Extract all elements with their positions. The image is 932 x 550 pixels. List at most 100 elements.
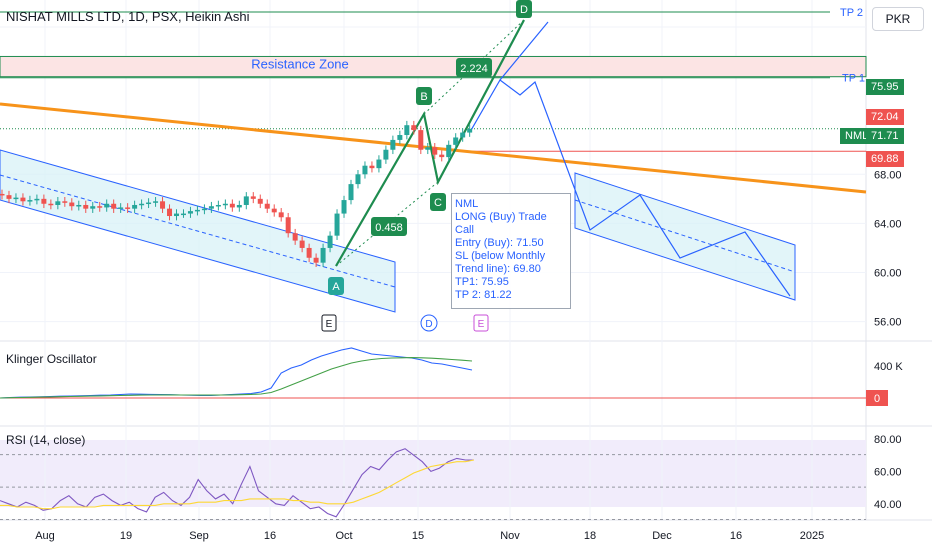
candle-body (341, 200, 347, 214)
candle-body (6, 195, 12, 199)
rsi-ma-line (0, 459, 475, 510)
symbol-tag: NML (840, 128, 874, 144)
candle-body (418, 130, 424, 150)
ratio-label: 0.458 (375, 222, 403, 234)
note-line: LONG (Buy) Trade Call (455, 211, 550, 236)
candle-body (104, 203, 110, 208)
candle-body (229, 203, 235, 208)
candle-body (194, 209, 200, 212)
event-marker (321, 314, 337, 332)
candle-body (222, 203, 228, 206)
rsi-title[interactable]: RSI (14, close) (6, 433, 86, 447)
klinger-zero-label: 0 (874, 393, 880, 405)
currency-button[interactable]: PKR (872, 7, 924, 31)
candle-body (376, 159, 382, 169)
abcd-pattern (335, 19, 525, 267)
candle-body (348, 184, 354, 201)
candle-body (160, 201, 166, 209)
y-tick-label: 68.00 (874, 169, 902, 181)
indicator-lines (0, 347, 475, 518)
y-tick-label: 60.00 (874, 267, 902, 279)
candle-body (383, 149, 389, 160)
candle-body (0, 193, 5, 196)
note-line: TP 2: 81.22 (455, 289, 512, 301)
candle-body (208, 206, 214, 209)
klinger-title[interactable]: Klinger Oscillator (6, 352, 97, 366)
chart-title: NISHAT MILLS LTD, 1D, PSX, Heikin Ashi (6, 9, 250, 24)
projection-path (469, 79, 791, 297)
candle-body (369, 165, 375, 169)
ratio-marker (371, 217, 407, 236)
candle-body (97, 206, 103, 208)
pattern-point-label: A (332, 281, 340, 293)
ratio-marker (456, 58, 492, 77)
tp1-label: TP 1 (842, 73, 865, 85)
last-price-tag: 71.71 (866, 128, 904, 144)
x-tick-label: 19 (120, 530, 132, 542)
candle-body (146, 202, 152, 205)
note-line: TP1: 75.95 (455, 276, 509, 288)
candle-body (257, 198, 263, 204)
event-label: D (425, 319, 432, 330)
candle-body (397, 135, 403, 140)
candle-body (327, 235, 333, 248)
note-line: Entry (Buy): 71.50 (455, 237, 544, 249)
candle-body (41, 198, 47, 204)
candles (0, 120, 473, 267)
note-line: SL (below Monthly Trend line): 69.80 (455, 250, 548, 275)
candle-body (174, 213, 179, 217)
candle-body (13, 197, 19, 200)
candle-body (439, 154, 445, 158)
candle-body (362, 165, 368, 175)
candle-body (292, 233, 298, 241)
y-tick-label: 56.00 (874, 317, 902, 329)
pattern-point-label: C (434, 197, 442, 209)
ratio-label: 2.224 (460, 63, 488, 75)
candle-body (313, 257, 319, 263)
candle-body (432, 147, 438, 155)
candle-body (48, 203, 54, 206)
candle-body (467, 128, 473, 133)
candle-body (27, 200, 33, 202)
x-tick-label: Dec (652, 530, 672, 542)
high-price-tag: 72.04 (866, 109, 904, 125)
pattern-point-marker (516, 0, 532, 18)
x-tick-label: 16 (264, 530, 276, 542)
candle-body (404, 125, 410, 136)
candle-body (306, 247, 312, 258)
candle-body (111, 203, 117, 209)
tp2-label: TP 2 (840, 7, 863, 19)
y-tick-label: 64.00 (874, 218, 902, 230)
x-tick-label: 16 (730, 530, 742, 542)
projection-path (499, 21, 549, 81)
candle-body (153, 201, 159, 203)
candle-body (320, 247, 326, 263)
x-tick-label: Aug (35, 530, 55, 542)
candle-body (453, 137, 459, 145)
rsi-line (0, 448, 474, 518)
candle-body (62, 201, 68, 203)
candle-body (55, 201, 61, 205)
x-tick-label: Nov (500, 530, 520, 542)
resistance-zone-label: Resistance Zone (251, 56, 349, 71)
event-marker (473, 314, 489, 332)
pattern-point-label: B (420, 91, 427, 103)
trade-note: NML LONG (Buy) Trade Call Entry (Buy): 7… (451, 193, 571, 309)
rsi-band (0, 440, 866, 507)
candle-body (118, 207, 124, 209)
event-label: E (326, 319, 333, 330)
pattern-point-marker (416, 87, 432, 105)
klinger-zero-tag (866, 390, 888, 406)
candle-body (132, 204, 138, 209)
event-label: E (478, 319, 485, 330)
candle-body (278, 212, 284, 218)
candle-body (76, 204, 82, 207)
candle-body (187, 211, 193, 214)
x-tick-label: 15 (412, 530, 424, 542)
candle-body (425, 147, 431, 150)
rsi-tick-label: 80.00 (874, 434, 902, 446)
sl-price-tag: 69.88 (866, 151, 904, 167)
candle-body (236, 204, 242, 208)
klinger-signal-line (0, 357, 473, 399)
